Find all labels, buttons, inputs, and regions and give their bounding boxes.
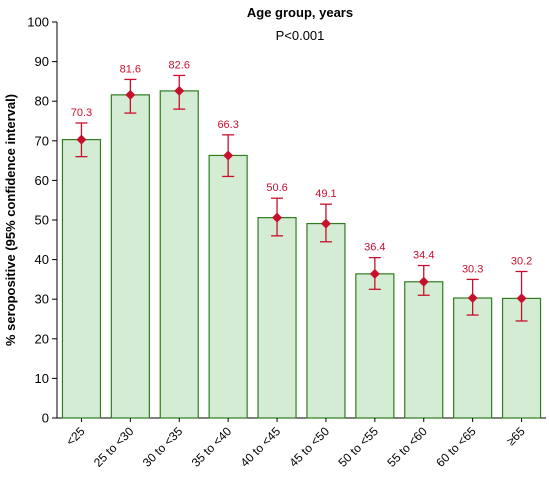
point-marker — [369, 268, 380, 279]
y-tick-label: 40 — [35, 252, 49, 267]
point-marker — [174, 85, 185, 96]
bar — [306, 222, 346, 419]
data-label: 82.6 — [169, 59, 190, 71]
bar — [110, 94, 150, 419]
bar — [355, 273, 395, 419]
bar — [208, 154, 248, 419]
point-marker — [467, 293, 478, 304]
point-marker — [418, 276, 429, 287]
point-marker — [76, 134, 87, 145]
y-tick-label: 20 — [35, 331, 49, 346]
point-marker — [125, 89, 136, 100]
y-tick-label: 0 — [42, 411, 49, 426]
y-axis-label: % seropositive (95% confidence interval) — [3, 94, 18, 346]
x-tick-label: ≥65 — [504, 424, 528, 448]
plot-area: 0 10 20 30 40 50 60 70 80 90 100 70.3 <25 81.6 25 to <… — [27, 15, 546, 470]
x-tick-label: 25 to <30 — [91, 424, 137, 470]
data-label: 49.1 — [315, 188, 336, 200]
y-tick-label: 90 — [35, 54, 49, 69]
y-tick-label: 80 — [35, 94, 49, 109]
x-tick-label: <25 — [63, 424, 88, 449]
x-tick-label: 35 to <40 — [189, 424, 235, 470]
x-tick-label: 45 to <50 — [287, 424, 333, 470]
data-label: 81.6 — [120, 63, 141, 75]
point-marker — [516, 293, 527, 304]
data-label: 36.4 — [364, 242, 385, 254]
y-tick-label: 50 — [35, 213, 49, 228]
point-marker — [320, 218, 331, 229]
y-tick-label: 30 — [35, 292, 49, 307]
y-tick-label: 100 — [27, 15, 49, 30]
x-tick-label: 60 to <65 — [433, 424, 479, 470]
bar — [453, 297, 493, 419]
x-tick-label: 55 to <60 — [384, 424, 430, 470]
x-tick-label: 30 to <35 — [140, 424, 186, 470]
data-label: 66.3 — [217, 119, 238, 131]
data-label: 50.6 — [266, 182, 287, 194]
point-marker — [272, 212, 283, 223]
bar — [257, 217, 297, 419]
bar — [404, 281, 444, 419]
y-tick-label: 60 — [35, 173, 49, 188]
data-label: 30.3 — [462, 263, 483, 275]
y-tick-label: 70 — [35, 133, 49, 148]
data-label: 70.3 — [71, 107, 92, 119]
y-tick-label: 10 — [35, 371, 49, 386]
chart-subtitle: P<0.001 — [276, 28, 325, 43]
data-label: 30.2 — [511, 255, 532, 267]
bar — [159, 90, 199, 419]
chart-title: Age group, years — [247, 5, 353, 20]
bar — [61, 139, 102, 419]
x-tick-label: 50 to <55 — [335, 424, 381, 470]
point-marker — [223, 150, 234, 161]
data-label: 34.4 — [413, 250, 434, 262]
x-tick-label: 40 to <45 — [238, 424, 284, 470]
